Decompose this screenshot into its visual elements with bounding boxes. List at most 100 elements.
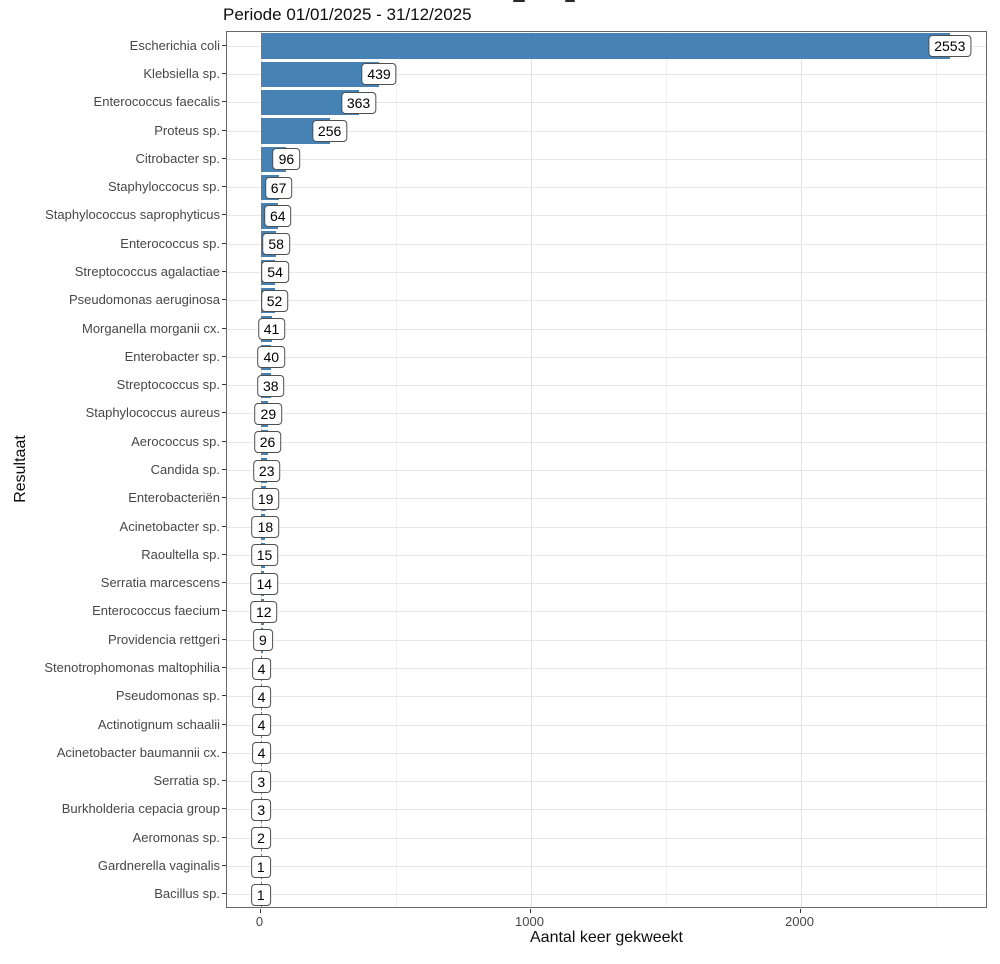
category-label: Acinetobacter baumannii cx. xyxy=(56,744,220,760)
value-label: 40 xyxy=(257,346,286,369)
value-label: 58 xyxy=(262,233,290,256)
y-tick-mark xyxy=(222,751,226,753)
y-tick-mark xyxy=(222,355,226,357)
y-tick-mark xyxy=(222,610,226,612)
x-tick-mark xyxy=(799,909,801,913)
category-label: Serratia marcescens xyxy=(100,575,220,591)
value-label: 9 xyxy=(253,629,273,652)
value-label: 12 xyxy=(249,600,278,623)
value-label: 14 xyxy=(250,572,279,595)
category-label: Morganella morganii cx. xyxy=(81,320,220,336)
row-gridline xyxy=(227,498,986,500)
row-gridline xyxy=(227,300,986,302)
value-label: 67 xyxy=(264,176,293,199)
minor-gridline xyxy=(395,32,397,907)
category-label: Klebsiella sp. xyxy=(143,65,220,81)
value-label: 18 xyxy=(251,516,280,539)
category-label: Providencia rettgeri xyxy=(108,631,220,647)
row-gridline xyxy=(227,328,986,330)
row-gridline xyxy=(227,668,986,670)
row-gridline xyxy=(227,413,986,415)
value-label: 2 xyxy=(251,827,271,850)
value-label: 41 xyxy=(257,318,286,341)
row-gridline xyxy=(227,271,986,273)
category-label: Proteus sp. xyxy=(154,122,220,138)
major-gridline xyxy=(800,32,802,907)
category-label: Bacillus sp. xyxy=(154,886,220,902)
value-label: 54 xyxy=(261,261,289,284)
value-label: 26 xyxy=(253,431,282,454)
row-gridline xyxy=(227,470,986,471)
y-tick-mark xyxy=(222,412,226,414)
category-label: Serratia sp. xyxy=(153,773,220,789)
category-label: Staphylococcus aureus xyxy=(85,405,220,421)
y-tick-mark xyxy=(222,186,226,188)
value-label: 15 xyxy=(250,544,279,567)
value-label: 19 xyxy=(251,487,280,510)
y-tick-mark xyxy=(222,582,226,584)
y-tick-mark xyxy=(222,553,226,555)
row-gridline xyxy=(227,158,986,160)
y-tick-mark xyxy=(222,129,226,131)
row-gridline xyxy=(227,724,986,726)
category-label: Citrobacter sp. xyxy=(135,150,220,166)
bar xyxy=(260,61,380,88)
y-tick-mark xyxy=(222,497,226,499)
x-tick-mark xyxy=(259,909,261,913)
value-label: 4 xyxy=(251,685,272,708)
row-gridline xyxy=(227,73,986,75)
row-gridline xyxy=(227,866,986,868)
category-label: Aerococcus sp. xyxy=(131,433,220,449)
row-gridline xyxy=(227,187,986,189)
value-label: 23 xyxy=(252,459,281,482)
category-label: Streptococcus agalactiae xyxy=(74,263,220,279)
y-tick-mark xyxy=(222,723,226,725)
category-label: Stenotrophomonas maltophilia xyxy=(44,660,220,676)
category-label: Burkholderia cepacia group xyxy=(61,801,220,817)
value-label: 256 xyxy=(311,120,348,143)
minor-gridline xyxy=(665,32,667,907)
category-label: Pseudomonas sp. xyxy=(115,688,220,704)
y-tick-mark xyxy=(222,72,226,74)
row-gridline xyxy=(227,130,986,132)
row-gridline xyxy=(227,554,986,556)
y-tick-mark xyxy=(222,695,226,697)
row-gridline xyxy=(227,752,986,754)
y-tick-mark xyxy=(222,327,226,329)
category-label: Actinotignum schaalii xyxy=(97,716,220,732)
bar xyxy=(260,33,950,59)
y-tick-mark xyxy=(222,242,226,244)
row-gridline xyxy=(227,243,986,245)
row-gridline xyxy=(227,215,986,217)
row-gridline xyxy=(227,611,986,613)
category-label: Enterobacteriën xyxy=(128,490,220,506)
row-gridline xyxy=(227,639,986,641)
clipped-title-fragment xyxy=(565,0,575,2)
y-tick-mark xyxy=(222,469,226,470)
row-gridline xyxy=(227,781,986,783)
x-tick-mark xyxy=(529,909,531,913)
minor-gridline xyxy=(935,32,937,907)
x-axis-title: Aantal keer gekweekt xyxy=(530,929,683,946)
value-label: 4 xyxy=(251,657,272,680)
row-gridline xyxy=(227,356,986,358)
value-label: 439 xyxy=(361,63,397,86)
row-gridline xyxy=(227,385,986,387)
value-label: 4 xyxy=(251,742,272,765)
y-tick-mark xyxy=(222,157,226,159)
category-label: Raoultella sp. xyxy=(141,546,220,562)
row-gridline xyxy=(227,696,986,698)
value-label: 38 xyxy=(256,374,285,397)
value-label: 3 xyxy=(251,770,272,793)
clipped-title-fragment xyxy=(513,0,525,2)
row-gridline xyxy=(227,441,986,443)
plot-panel: 2553 439 363 256 96 67 64 58 54 52 41 40 38 29 26 23 19 1… xyxy=(226,31,987,908)
y-tick-mark xyxy=(222,836,226,838)
category-label: Escherichia coli xyxy=(129,37,220,53)
value-label: 52 xyxy=(260,289,289,312)
row-gridline xyxy=(227,526,986,528)
category-label: Enterococcus faecalis xyxy=(93,94,220,110)
y-tick-mark xyxy=(222,865,226,867)
category-label: Enterobacter sp. xyxy=(124,348,220,364)
